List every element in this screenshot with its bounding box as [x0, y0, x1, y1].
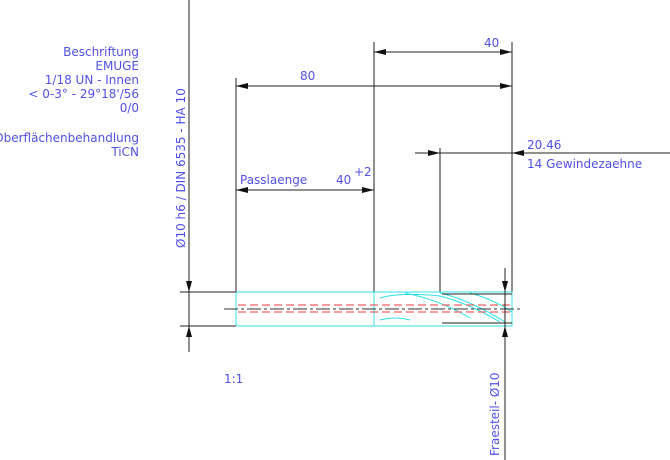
fit-length-tolerance: +2	[354, 165, 372, 179]
fit-length-dimension: Passlaenge 40 +2	[236, 165, 374, 193]
cutting-length-dimension: 40	[374, 36, 512, 55]
thread-teeth-label: 14 Gewindezaehne	[527, 157, 642, 171]
thread-length-dimension: 20.46 14 Gewindezaehne	[415, 138, 670, 171]
overall-length-value: 80	[300, 69, 315, 83]
info-line: 0/0	[120, 101, 139, 115]
cutter-diameter-label: Fraesteil- Ø10	[488, 372, 502, 456]
cutting-length-value: 40	[484, 36, 499, 50]
coating-label: Oberflächenbehandlung	[0, 131, 139, 145]
shank-diameter-label: Ø10 h6 / DIN 6535 - HA 10	[174, 88, 188, 248]
info-line: EMUGE	[95, 59, 139, 73]
scale-label: 1:1	[224, 372, 243, 386]
shank-diameter-dimension: Ø10 h6 / DIN 6535 - HA 10	[174, 0, 236, 352]
info-block: Beschriftung EMUGE 1/18 UN - Innen < 0-3…	[0, 45, 139, 159]
cutter-diameter-dimension: Fraesteil- Ø10	[488, 268, 508, 460]
info-line: < 0-3° - 29°18'/56	[28, 87, 139, 101]
info-line: Beschriftung	[63, 45, 139, 59]
tool-body	[224, 291, 520, 327]
coating-value: TiCN	[110, 145, 139, 159]
overall-length-dimension: 80	[236, 69, 512, 89]
fit-length-value: 40	[336, 173, 351, 187]
info-line: 1/18 UN - Innen	[45, 73, 139, 87]
thread-length-value: 20.46	[527, 138, 561, 152]
fit-length-label: Passlaenge	[240, 173, 307, 187]
